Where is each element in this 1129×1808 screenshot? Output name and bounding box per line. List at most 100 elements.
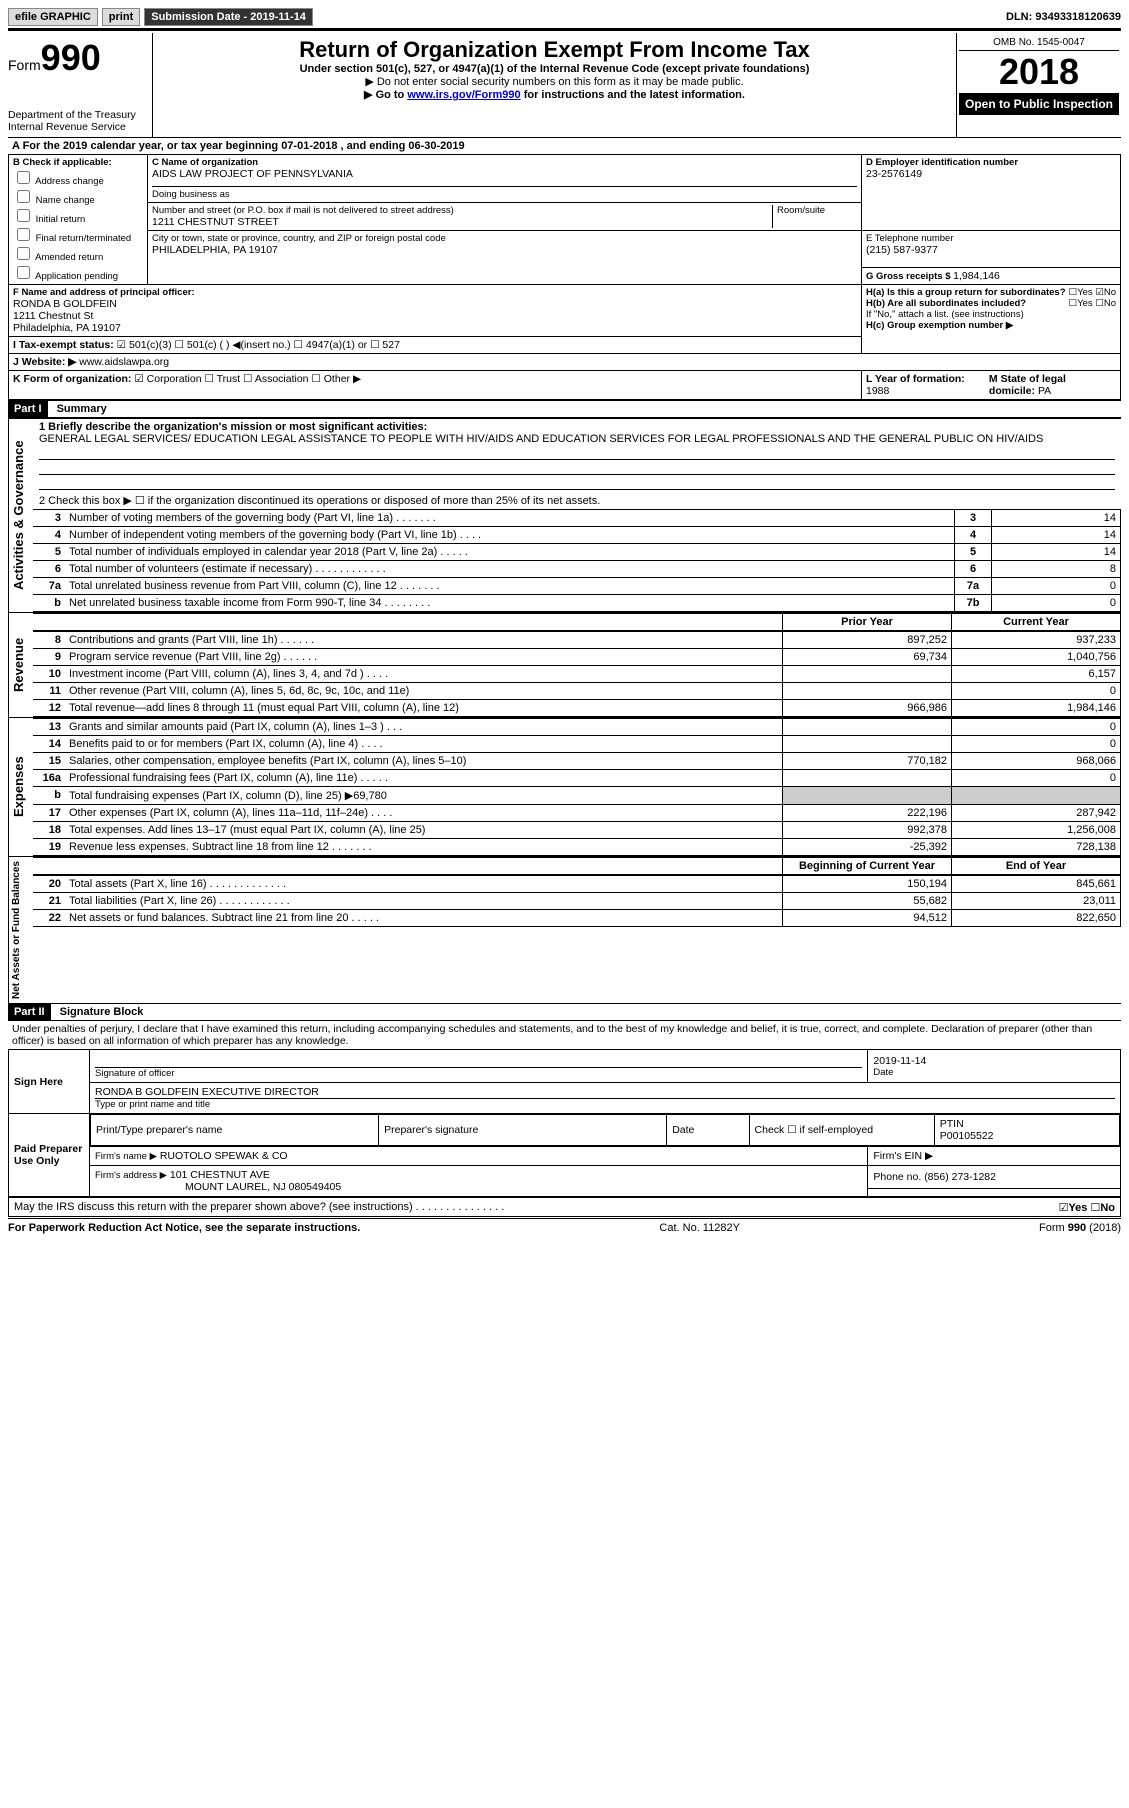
line-desc: Total liabilities (Part X, line 26) . . … bbox=[65, 893, 783, 910]
discuss-text: May the IRS discuss this return with the… bbox=[14, 1201, 504, 1213]
line-boxlabel: 7b bbox=[955, 595, 992, 612]
footer-right: Form 990 (2018) bbox=[1039, 1222, 1121, 1234]
line-desc: Revenue less expenses. Subtract line 18 … bbox=[65, 839, 783, 856]
firm-addr1: 101 CHESTNUT AVE bbox=[170, 1169, 270, 1181]
col-beginning: Beginning of Current Year bbox=[799, 860, 935, 872]
prior-val: -25,392 bbox=[783, 839, 952, 856]
curr-val: 0 bbox=[952, 770, 1121, 787]
prep-sig-label: Preparer's signature bbox=[379, 1115, 667, 1146]
line-desc: Number of voting members of the governin… bbox=[65, 510, 955, 527]
box-j-label: J Website: ▶ bbox=[13, 356, 76, 368]
type-name-label: Type or print name and title bbox=[95, 1098, 1115, 1110]
prior-val: 69,734 bbox=[783, 649, 952, 666]
line-desc: Total number of individuals employed in … bbox=[65, 544, 955, 561]
chk-app-pending[interactable] bbox=[17, 266, 30, 279]
chk-initial-return[interactable] bbox=[17, 209, 30, 222]
line-desc: Net unrelated business taxable income fr… bbox=[65, 595, 955, 612]
prep-name-label: Print/Type preparer's name bbox=[91, 1115, 379, 1146]
website-value[interactable]: www.aidslawpa.org bbox=[79, 356, 169, 368]
chk-amended[interactable] bbox=[17, 247, 30, 260]
line-num: b bbox=[33, 787, 65, 805]
line-desc: Contributions and grants (Part VIII, lin… bbox=[65, 632, 783, 649]
firm-name-label: Firm's name ▶ bbox=[95, 1151, 157, 1162]
curr-val: 0 bbox=[952, 683, 1121, 700]
line-desc: Program service revenue (Part VIII, line… bbox=[65, 649, 783, 666]
lbl-amended: Amended return bbox=[35, 252, 103, 263]
line-num: 7a bbox=[33, 578, 65, 595]
curr-val: 1,984,146 bbox=[952, 700, 1121, 717]
line-boxlabel: 6 bbox=[955, 561, 992, 578]
form-number: Form990 bbox=[8, 37, 148, 79]
line-val: 14 bbox=[992, 544, 1121, 561]
discuss-no: No bbox=[1100, 1202, 1115, 1214]
part2-title: Signature Block bbox=[60, 1006, 144, 1018]
lbl-final-return: Final return/terminated bbox=[36, 233, 132, 244]
sig-officer-label: Signature of officer bbox=[95, 1068, 862, 1079]
tax-year: 2018 bbox=[959, 51, 1119, 93]
h-c: H(c) Group exemption number ▶ bbox=[866, 320, 1116, 331]
curr-val: 23,011 bbox=[952, 893, 1121, 910]
part2-tag: Part II bbox=[8, 1004, 51, 1020]
discuss-row: May the IRS discuss this return with the… bbox=[8, 1197, 1121, 1217]
subtitle-3: ▶ Go to www.irs.gov/Form990 for instruct… bbox=[157, 88, 952, 101]
mission-text: GENERAL LEGAL SERVICES/ EDUCATION LEGAL … bbox=[39, 433, 1043, 445]
box-c-label: C Name of organization bbox=[152, 157, 857, 168]
irs-link[interactable]: www.irs.gov/Form990 bbox=[407, 89, 520, 101]
print-button[interactable]: print bbox=[102, 8, 140, 26]
box-k-label: K Form of organization: bbox=[13, 373, 131, 385]
side-expenses: Expenses bbox=[8, 718, 33, 856]
line2-text: 2 Check this box ▶ ☐ if the organization… bbox=[33, 492, 1121, 509]
box-g-label: G Gross receipts $ bbox=[866, 271, 953, 282]
sig-date-val: 2019-11-14 bbox=[873, 1055, 1115, 1067]
line-num: b bbox=[33, 595, 65, 612]
sign-here: Sign Here bbox=[9, 1050, 90, 1114]
line-val: 14 bbox=[992, 510, 1121, 527]
line-desc: Investment income (Part VIII, column (A)… bbox=[65, 666, 783, 683]
year-formation: 1988 bbox=[866, 385, 889, 397]
efile-button[interactable]: efile GRAPHIC bbox=[8, 8, 98, 26]
footer-left: For Paperwork Reduction Act Notice, see … bbox=[8, 1222, 360, 1234]
lbl-app-pending: Application pending bbox=[35, 271, 118, 282]
line-num: 14 bbox=[33, 736, 65, 753]
line-num: 17 bbox=[33, 805, 65, 822]
line-num: 3 bbox=[33, 510, 65, 527]
prior-val: 897,252 bbox=[783, 632, 952, 649]
line-desc: Other expenses (Part IX, column (A), lin… bbox=[65, 805, 783, 822]
firm-name: RUOTOLO SPEWAK & CO bbox=[160, 1150, 288, 1162]
line-num: 20 bbox=[33, 876, 65, 893]
col-end: End of Year bbox=[1006, 860, 1066, 872]
line-num: 18 bbox=[33, 822, 65, 839]
goto-pre: ▶ Go to bbox=[364, 89, 407, 101]
city-value: PHILADELPHIA, PA 19107 bbox=[152, 244, 857, 256]
box-b-title: B Check if applicable: bbox=[13, 157, 143, 168]
line-desc: Grants and similar amounts paid (Part IX… bbox=[65, 719, 783, 736]
curr-val: 728,138 bbox=[952, 839, 1121, 856]
curr-val: 822,650 bbox=[952, 910, 1121, 927]
declaration-text: Under penalties of perjury, I declare th… bbox=[8, 1021, 1121, 1049]
line-boxlabel: 7a bbox=[955, 578, 992, 595]
line-desc: Total expenses. Add lines 13–17 (must eq… bbox=[65, 822, 783, 839]
box-f-label: F Name and address of principal officer: bbox=[13, 287, 195, 298]
footer-mid: Cat. No. 11282Y bbox=[659, 1222, 740, 1234]
line-desc: Total number of volunteers (estimate if … bbox=[65, 561, 955, 578]
chk-address-change[interactable] bbox=[17, 171, 30, 184]
ha-yes: Yes bbox=[1077, 287, 1093, 298]
opt-trust: Trust bbox=[217, 373, 241, 385]
prior-val: 150,194 bbox=[783, 876, 952, 893]
prior-val: 94,512 bbox=[783, 910, 952, 927]
line-val: 8 bbox=[992, 561, 1121, 578]
chk-name-change[interactable] bbox=[17, 190, 30, 203]
chk-final-return[interactable] bbox=[17, 228, 30, 241]
opt-assoc: Association bbox=[255, 373, 309, 385]
line-num: 19 bbox=[33, 839, 65, 856]
gross-receipts: 1,984,146 bbox=[953, 270, 1000, 282]
prep-phone: (856) 273-1282 bbox=[924, 1171, 996, 1183]
prior-val bbox=[783, 770, 952, 787]
line-val: 0 bbox=[992, 595, 1121, 612]
omb-number: OMB No. 1545-0047 bbox=[959, 35, 1119, 51]
hb-yes: Yes bbox=[1077, 298, 1093, 309]
line1-label: 1 Briefly describe the organization's mi… bbox=[39, 421, 427, 433]
part1-title: Summary bbox=[57, 403, 107, 415]
dln-label: DLN: 93493318120639 bbox=[1006, 11, 1121, 23]
room-label: Room/suite bbox=[772, 205, 857, 228]
